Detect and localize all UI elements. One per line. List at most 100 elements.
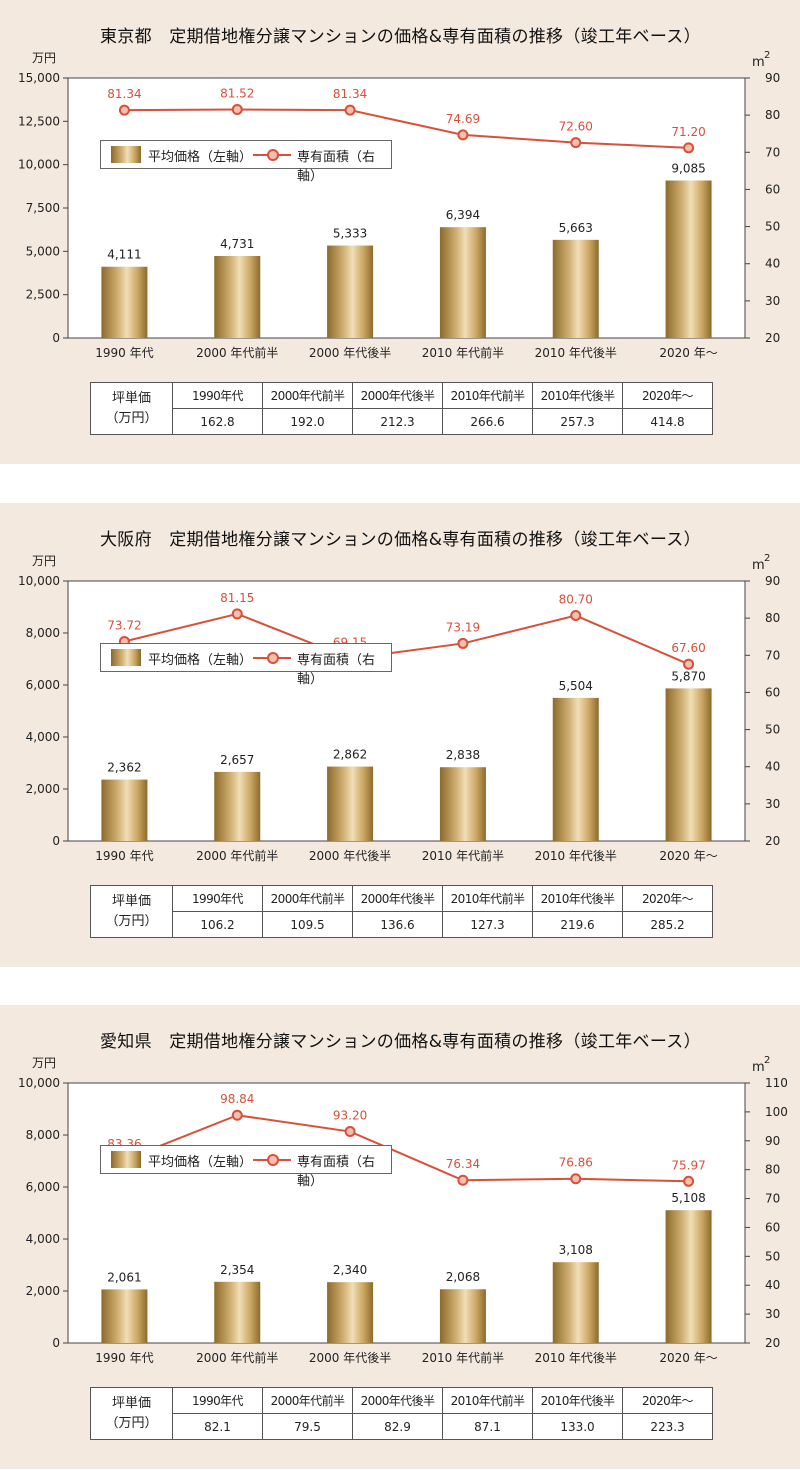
- x-tick-label: 1990 年代: [95, 1351, 153, 1365]
- chart-panel-2: 愛知県 定期借地権分譲マンションの価格&専有面積の推移（竣工年ベース） 0 2,00…: [0, 1005, 800, 1469]
- right-axis-unit-sup: 2: [764, 1055, 770, 1066]
- left-tick-label: 8,000: [26, 626, 60, 640]
- bar-value-label: 4,111: [107, 248, 141, 262]
- bar-value-label: 2,862: [333, 748, 367, 762]
- plot-area: [67, 1082, 746, 1344]
- right-tick-label: 50: [765, 220, 780, 234]
- left-tick-label: 10,000: [18, 158, 60, 172]
- bar-value-label: 2,362: [107, 761, 141, 775]
- right-tick-label: 70: [765, 648, 780, 662]
- area-point: [457, 129, 469, 141]
- table-row-header: 坪単価 （万円）: [90, 1387, 173, 1440]
- table-value-cell: 109.5: [262, 911, 353, 938]
- right-tick-label: 110: [765, 1076, 788, 1090]
- area-point: [231, 1109, 243, 1121]
- table-header-row: 坪単価 （万円） 1990年代 2000年代前半 2000年代後半 2010年代前半 201…: [90, 885, 713, 938]
- x-tick-label: 2010 年代後半: [535, 849, 617, 863]
- area-value-label: 67.60: [671, 641, 705, 655]
- table-value-cell: 106.2: [172, 911, 263, 938]
- plot-area: [67, 580, 746, 842]
- right-tick-label: 90: [765, 574, 780, 588]
- bar: [665, 180, 712, 338]
- chart-legend: 平均価格（左軸） 専有面積（右軸）: [100, 643, 392, 687]
- right-tick-label: 40: [765, 257, 780, 271]
- bar: [665, 1210, 712, 1343]
- right-tick-label: 70: [765, 145, 780, 159]
- bar-value-label: 3,108: [559, 1243, 593, 1257]
- bar: [439, 767, 486, 841]
- table-row-header: 坪単価 （万円）: [90, 885, 173, 938]
- bar-value-label: 4,731: [220, 237, 254, 251]
- bar-value-label: 2,657: [220, 753, 254, 767]
- right-axis-unit: m: [752, 558, 765, 573]
- right-tick-label: 70: [765, 1192, 780, 1206]
- area-value-label: 71.20: [671, 125, 705, 139]
- right-tick-label: 90: [765, 71, 780, 85]
- bar: [552, 1262, 599, 1343]
- table-period-cell: 2020年〜: [622, 1387, 713, 1414]
- right-tick-label: 60: [765, 182, 780, 196]
- table-period-cell: 1990年代: [172, 382, 263, 409]
- left-tick-label: 10,000: [18, 1076, 60, 1090]
- area-point: [457, 637, 469, 649]
- legend-line-marker: [267, 1154, 279, 1166]
- area-point: [570, 1173, 582, 1185]
- left-tick-label: 6,000: [26, 678, 60, 692]
- area-point: [683, 1175, 695, 1187]
- area-value-label: 81.15: [220, 591, 254, 605]
- table-header-row: 坪単価 （万円） 1990年代 2000年代前半 2000年代後半 2010年代前半 201…: [90, 382, 713, 435]
- table-period-cell: 2000年代後半: [352, 885, 443, 912]
- legend-bar-swatch: [111, 1151, 141, 1168]
- table-value-cell: 219.6: [532, 911, 623, 938]
- left-tick-label: 8,000: [26, 1128, 60, 1142]
- tsubo-price-table: 坪単価 （万円） 1990年代 2000年代前半 2000年代後半 2010年代前半 201…: [90, 1387, 713, 1440]
- bar-value-label: 2,068: [446, 1270, 480, 1284]
- right-tick-label: 20: [765, 331, 780, 345]
- chart-legend: 平均価格（左軸） 専有面積（右軸）: [100, 140, 392, 184]
- area-point: [231, 608, 243, 620]
- left-tick-label: 7,500: [26, 201, 60, 215]
- x-tick-label: 2020 年〜: [659, 1351, 717, 1365]
- right-tick-label: 50: [765, 1249, 780, 1263]
- legend-bar-swatch: [111, 649, 141, 666]
- table-value-row: 162.8 192.0 212.3 266.6 257.3 414.8: [91, 408, 713, 435]
- left-tick-label: 0: [52, 331, 60, 345]
- area-value-label: 73.19: [446, 620, 480, 634]
- right-tick-label: 80: [765, 1163, 780, 1177]
- chart-title: 東京都 定期借地権分譲マンションの価格&専有面積の推移（竣工年ベース）: [100, 27, 701, 47]
- bar: [214, 255, 261, 338]
- right-tick-label: 80: [765, 611, 780, 625]
- right-tick-label: 100: [765, 1105, 788, 1119]
- bar: [101, 266, 148, 338]
- table-value-cell: 133.0: [532, 1413, 623, 1440]
- left-tick-label: 2,000: [26, 782, 60, 796]
- x-tick-label: 2000 年代前半: [196, 848, 278, 863]
- right-axis-unit: m: [752, 1060, 765, 1075]
- bar: [101, 1289, 148, 1343]
- chart-panel-0: 東京都 定期借地権分譲マンションの価格&専有面積の推移（竣工年ベース） 0 2,50…: [0, 0, 800, 464]
- area-point: [683, 142, 695, 154]
- x-tick-label: 2000 年代後半: [309, 346, 391, 360]
- bar: [552, 239, 599, 338]
- area-point: [570, 137, 582, 149]
- right-tick-label: 20: [765, 1336, 780, 1350]
- left-tick-label: 15,000: [18, 71, 60, 85]
- x-tick-label: 2010 年代後半: [535, 346, 617, 360]
- bar-value-label: 6,394: [446, 208, 480, 222]
- area-value-label: 76.86: [559, 1156, 593, 1170]
- left-tick-label: 12,500: [18, 114, 60, 128]
- area-value-label: 74.69: [446, 112, 480, 126]
- bar-value-label: 5,333: [333, 227, 367, 241]
- table-value-cell: 212.3: [352, 408, 443, 435]
- bar-value-label: 2,838: [446, 748, 480, 762]
- area-point: [344, 1126, 356, 1138]
- left-tick-label: 2,500: [26, 288, 60, 302]
- area-point: [457, 1174, 469, 1186]
- table-value-cell: 87.1: [442, 1413, 533, 1440]
- left-axis-unit: 万円: [32, 554, 56, 568]
- area-value-label: 81.34: [333, 87, 367, 101]
- bar: [665, 688, 712, 841]
- bar-value-label: 5,108: [671, 1191, 705, 1205]
- table-value-cell: 266.6: [442, 408, 533, 435]
- left-tick-label: 0: [52, 1336, 60, 1350]
